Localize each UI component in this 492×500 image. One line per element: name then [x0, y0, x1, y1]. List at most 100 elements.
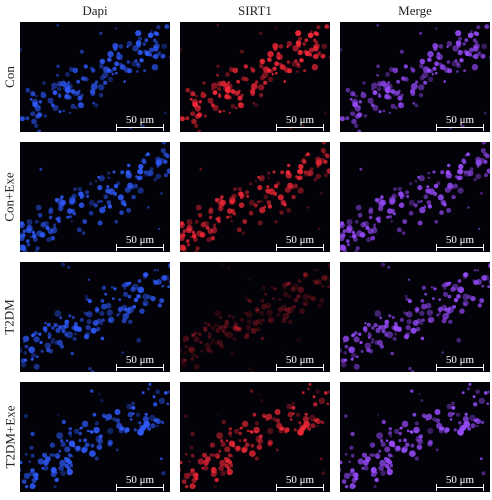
cell-nucleus	[267, 204, 273, 209]
cell-nucleus	[476, 424, 479, 428]
cell-nucleus	[413, 203, 418, 208]
cell-nucleus	[275, 71, 278, 75]
cell-nucleus	[213, 323, 218, 328]
cell-nucleus	[467, 206, 470, 209]
cell-nucleus	[291, 405, 296, 410]
cell-nucleus	[94, 306, 100, 312]
cell-nucleus	[51, 338, 55, 342]
cell-nucleus	[394, 332, 397, 336]
cell-nucleus	[296, 62, 300, 66]
cell-nucleus	[307, 387, 310, 391]
cell-nucleus	[276, 313, 280, 317]
cell-nucleus	[476, 269, 479, 272]
cell-nucleus	[367, 228, 374, 235]
cell-nucleus	[219, 344, 225, 349]
cell-nucleus	[211, 453, 215, 457]
cell-nucleus	[29, 235, 32, 239]
cell-nucleus	[78, 439, 82, 443]
cell-nucleus	[258, 84, 265, 91]
cell-nucleus	[86, 319, 92, 325]
cell-nucleus	[58, 325, 62, 329]
cell-nucleus	[231, 316, 235, 319]
cell-nucleus	[89, 66, 94, 71]
cell-nucleus	[414, 103, 419, 108]
cell-nucleus	[287, 182, 294, 189]
cell-nucleus	[56, 64, 60, 69]
cell-nucleus	[433, 46, 438, 52]
cell-nucleus	[272, 417, 277, 422]
cell-nucleus	[417, 175, 420, 179]
cell-nucleus	[159, 157, 166, 164]
cell-nucleus	[259, 310, 265, 316]
cell-nucleus	[480, 420, 485, 425]
cell-nucleus	[307, 426, 312, 431]
cell-nucleus	[42, 452, 47, 458]
cell-nucleus	[59, 439, 64, 443]
cell-nucleus	[216, 339, 223, 346]
cell-nucleus	[220, 324, 226, 331]
cell-nucleus	[390, 89, 396, 94]
cell-nucleus	[442, 313, 449, 320]
scale-bar-line	[116, 244, 164, 251]
cell-nucleus	[304, 412, 308, 416]
cell-nucleus	[406, 311, 413, 318]
cell-nucleus	[408, 199, 415, 206]
cell-nucleus	[384, 333, 388, 337]
cell-nucleus	[192, 101, 199, 108]
cell-nucleus	[255, 308, 259, 312]
cell-nucleus	[118, 312, 121, 315]
cell-nucleus	[434, 61, 439, 67]
scale-bar-label: 50 μm	[285, 114, 315, 126]
cell-nucleus	[457, 168, 464, 175]
cell-nucleus	[56, 86, 62, 92]
cell-nucleus	[121, 304, 127, 311]
cell-nucleus	[401, 446, 408, 453]
cell-nucleus	[96, 318, 102, 324]
cell-nucleus	[123, 287, 127, 290]
scale-bar-line	[436, 244, 484, 251]
cell-nucleus	[35, 94, 38, 98]
cell-nucleus	[202, 81, 206, 85]
cell-nucleus	[36, 355, 39, 358]
cell-nucleus	[53, 323, 58, 328]
cell-nucleus	[481, 43, 488, 50]
cell-nucleus	[116, 53, 123, 61]
cell-nucleus	[378, 325, 382, 329]
cell-nucleus	[392, 444, 396, 448]
cell-nucleus	[479, 157, 486, 164]
cell-nucleus	[355, 204, 362, 211]
cell-nucleus	[295, 30, 302, 37]
cell-nucleus	[98, 84, 105, 91]
micrograph-image	[20, 262, 170, 372]
cell-nucleus	[254, 421, 259, 426]
cell-nucleus	[202, 452, 207, 458]
cell-nucleus	[258, 434, 263, 439]
cell-nucleus	[250, 430, 254, 434]
cell-nucleus	[293, 183, 298, 189]
cell-nucleus	[244, 312, 249, 316]
cell-nucleus	[105, 418, 109, 421]
cell-nucleus	[97, 185, 103, 191]
cell-nucleus	[139, 58, 144, 63]
cell-nucleus	[45, 456, 51, 462]
cell-nucleus	[325, 153, 330, 159]
cell-nucleus	[34, 249, 39, 252]
cell-nucleus	[314, 31, 320, 37]
cell-nucleus	[192, 333, 196, 337]
micrograph-image	[180, 24, 330, 132]
cell-nucleus	[57, 81, 63, 87]
cell-nucleus	[447, 163, 451, 168]
cell-nucleus	[232, 67, 239, 74]
cell-nucleus	[142, 416, 149, 423]
cell-nucleus	[276, 51, 281, 56]
cell-nucleus	[458, 430, 464, 436]
cell-nucleus	[87, 278, 91, 281]
cell-nucleus	[47, 97, 54, 104]
cell-nucleus	[59, 344, 65, 349]
cell-nucleus	[57, 205, 64, 212]
cell-nucleus	[270, 285, 274, 289]
cell-nucleus	[131, 60, 138, 67]
cell-nucleus	[380, 195, 384, 199]
cell-nucleus	[366, 322, 371, 327]
cell-nucleus	[252, 320, 259, 326]
